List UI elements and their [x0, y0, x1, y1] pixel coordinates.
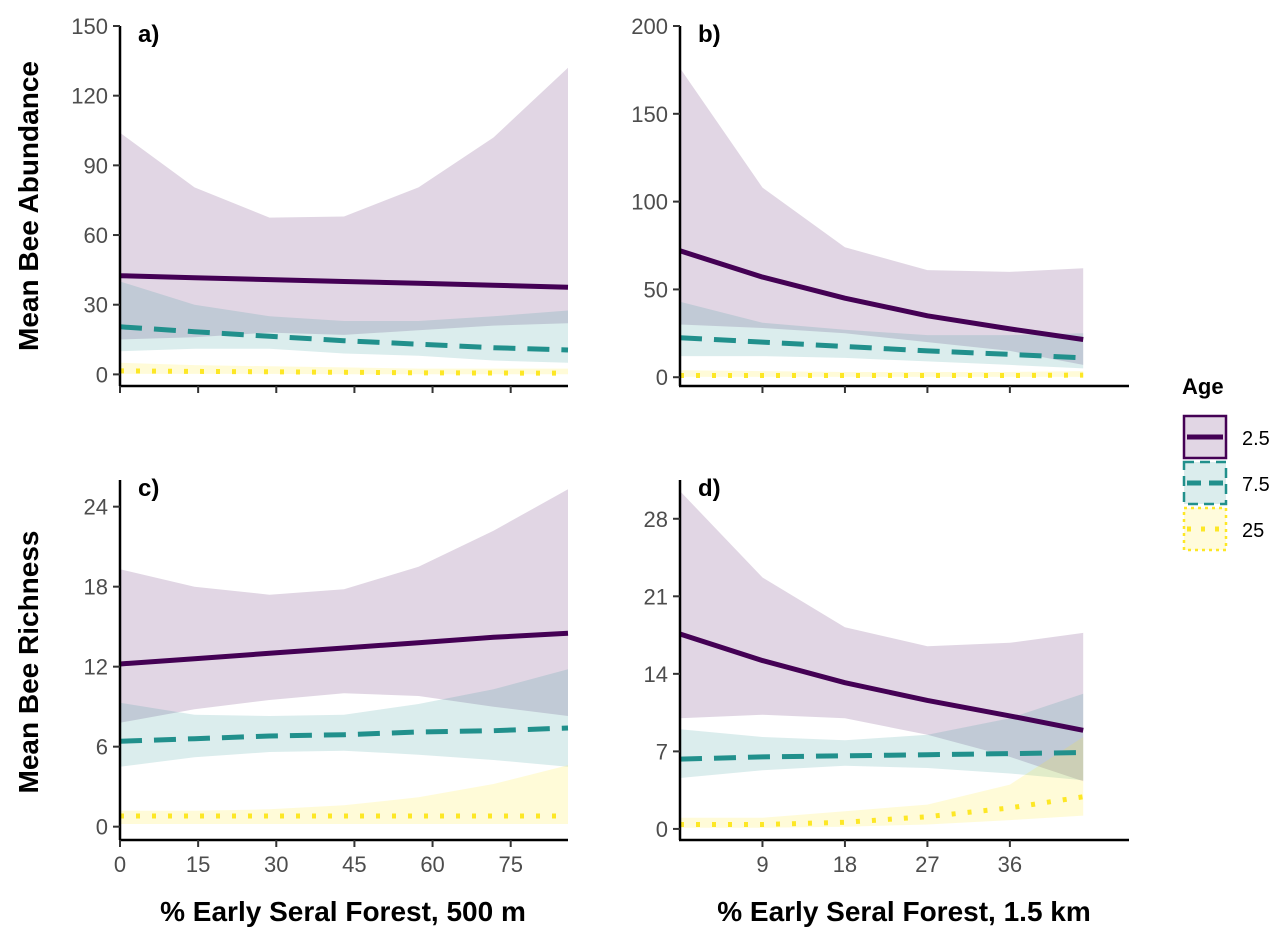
x-tick-label: 60 [420, 852, 444, 877]
legend-item-2-5: 2.5 [1182, 414, 1270, 460]
legend-item-25: 25 [1182, 506, 1264, 552]
ribbon-25 [120, 765, 568, 824]
y-tick-label: 21 [644, 584, 668, 609]
y-axis-title-richness: Mean Bee Richness [13, 531, 44, 794]
y-tick-label: 150 [631, 102, 668, 127]
x-tick-label: 27 [915, 852, 939, 877]
panel-tag: b) [698, 21, 721, 48]
series-line-7-5 [119, 324, 569, 353]
y-tick-label: 100 [631, 190, 668, 215]
ribbon-7-5 [680, 301, 1084, 369]
ribbon-2-5 [680, 68, 1084, 365]
series-line-25 [119, 368, 569, 376]
y-tick-label: 18 [84, 575, 108, 600]
x-tick-label: 0 [114, 852, 126, 877]
series-line-2-5 [119, 273, 569, 290]
panel-tag: d) [698, 475, 721, 502]
panel-d: 0 7 14 21 28 9 18 27 36 d) [644, 475, 1129, 877]
ribbon-25 [680, 737, 1084, 828]
y-tick-label: 200 [631, 14, 668, 39]
y-tick-label: 6 [96, 735, 108, 760]
y-tick-label: 14 [644, 662, 668, 687]
ribbon-2-5 [120, 489, 568, 723]
ribbon-7-5 [680, 693, 1084, 781]
series-line-2-5 [679, 631, 1084, 733]
x-tick-label: 36 [998, 852, 1022, 877]
x-tick-label: 15 [186, 852, 210, 877]
y-tick-label: 0 [96, 815, 108, 840]
series-line-2-5 [679, 248, 1084, 342]
x-tick-label: 45 [342, 852, 366, 877]
y-tick-label: 0 [656, 817, 668, 842]
x-tick-label: 75 [498, 852, 522, 877]
series-line-7-5 [679, 335, 1084, 361]
ribbon-2-5 [120, 67, 568, 340]
panel-tag: c) [138, 475, 159, 502]
y-tick-label: 28 [644, 507, 668, 532]
x-tick-label: 9 [756, 852, 768, 877]
y-tick-label: 50 [644, 277, 668, 302]
ribbon-7-5 [120, 669, 568, 767]
y-tick-label: 60 [84, 223, 108, 248]
y-axis-title-abundance: Mean Bee Abundance [13, 61, 44, 351]
legend: Age 2.5 7.5 25 [1182, 374, 1270, 552]
y-tick-label: 120 [71, 84, 108, 109]
ribbon-25 [680, 370, 1084, 377]
legend-title: Age [1182, 374, 1224, 399]
series-line-7-5 [679, 750, 1084, 762]
y-tick-label: 0 [96, 362, 108, 387]
x-tick-label: 18 [833, 852, 857, 877]
x-axis-title-1-5km: % Early Seral Forest, 1.5 km [717, 896, 1091, 927]
y-tick-label: 24 [84, 495, 108, 520]
y-tick-label: 7 [656, 739, 668, 764]
panel-b: 0 50 100 150 200 b) [631, 14, 1129, 393]
legend-label: 7.5 [1242, 474, 1270, 496]
y-tick-label: 12 [84, 655, 108, 680]
y-tick-label: 30 [84, 293, 108, 318]
ribbon-7-5 [120, 281, 568, 363]
x-tick-label: 30 [264, 852, 288, 877]
legend-item-7-5: 7.5 [1182, 460, 1270, 506]
y-tick-label: 150 [71, 14, 108, 39]
legend-label: 2.5 [1242, 428, 1270, 450]
y-tick-label: 90 [84, 153, 108, 178]
x-axis-title-500m: % Early Seral Forest, 500 m [160, 896, 526, 927]
series-line-2-5 [119, 630, 569, 667]
panel-c: 0 6 12 18 24 0 15 30 45 60 75 c) [84, 475, 569, 877]
y-tick-label: 0 [656, 365, 668, 390]
legend-label: 25 [1242, 520, 1264, 542]
series-line-7-5 [119, 725, 569, 744]
panel-tag: a) [138, 21, 159, 48]
panel-a: 0 30 60 90 120 150 a) [71, 14, 569, 393]
